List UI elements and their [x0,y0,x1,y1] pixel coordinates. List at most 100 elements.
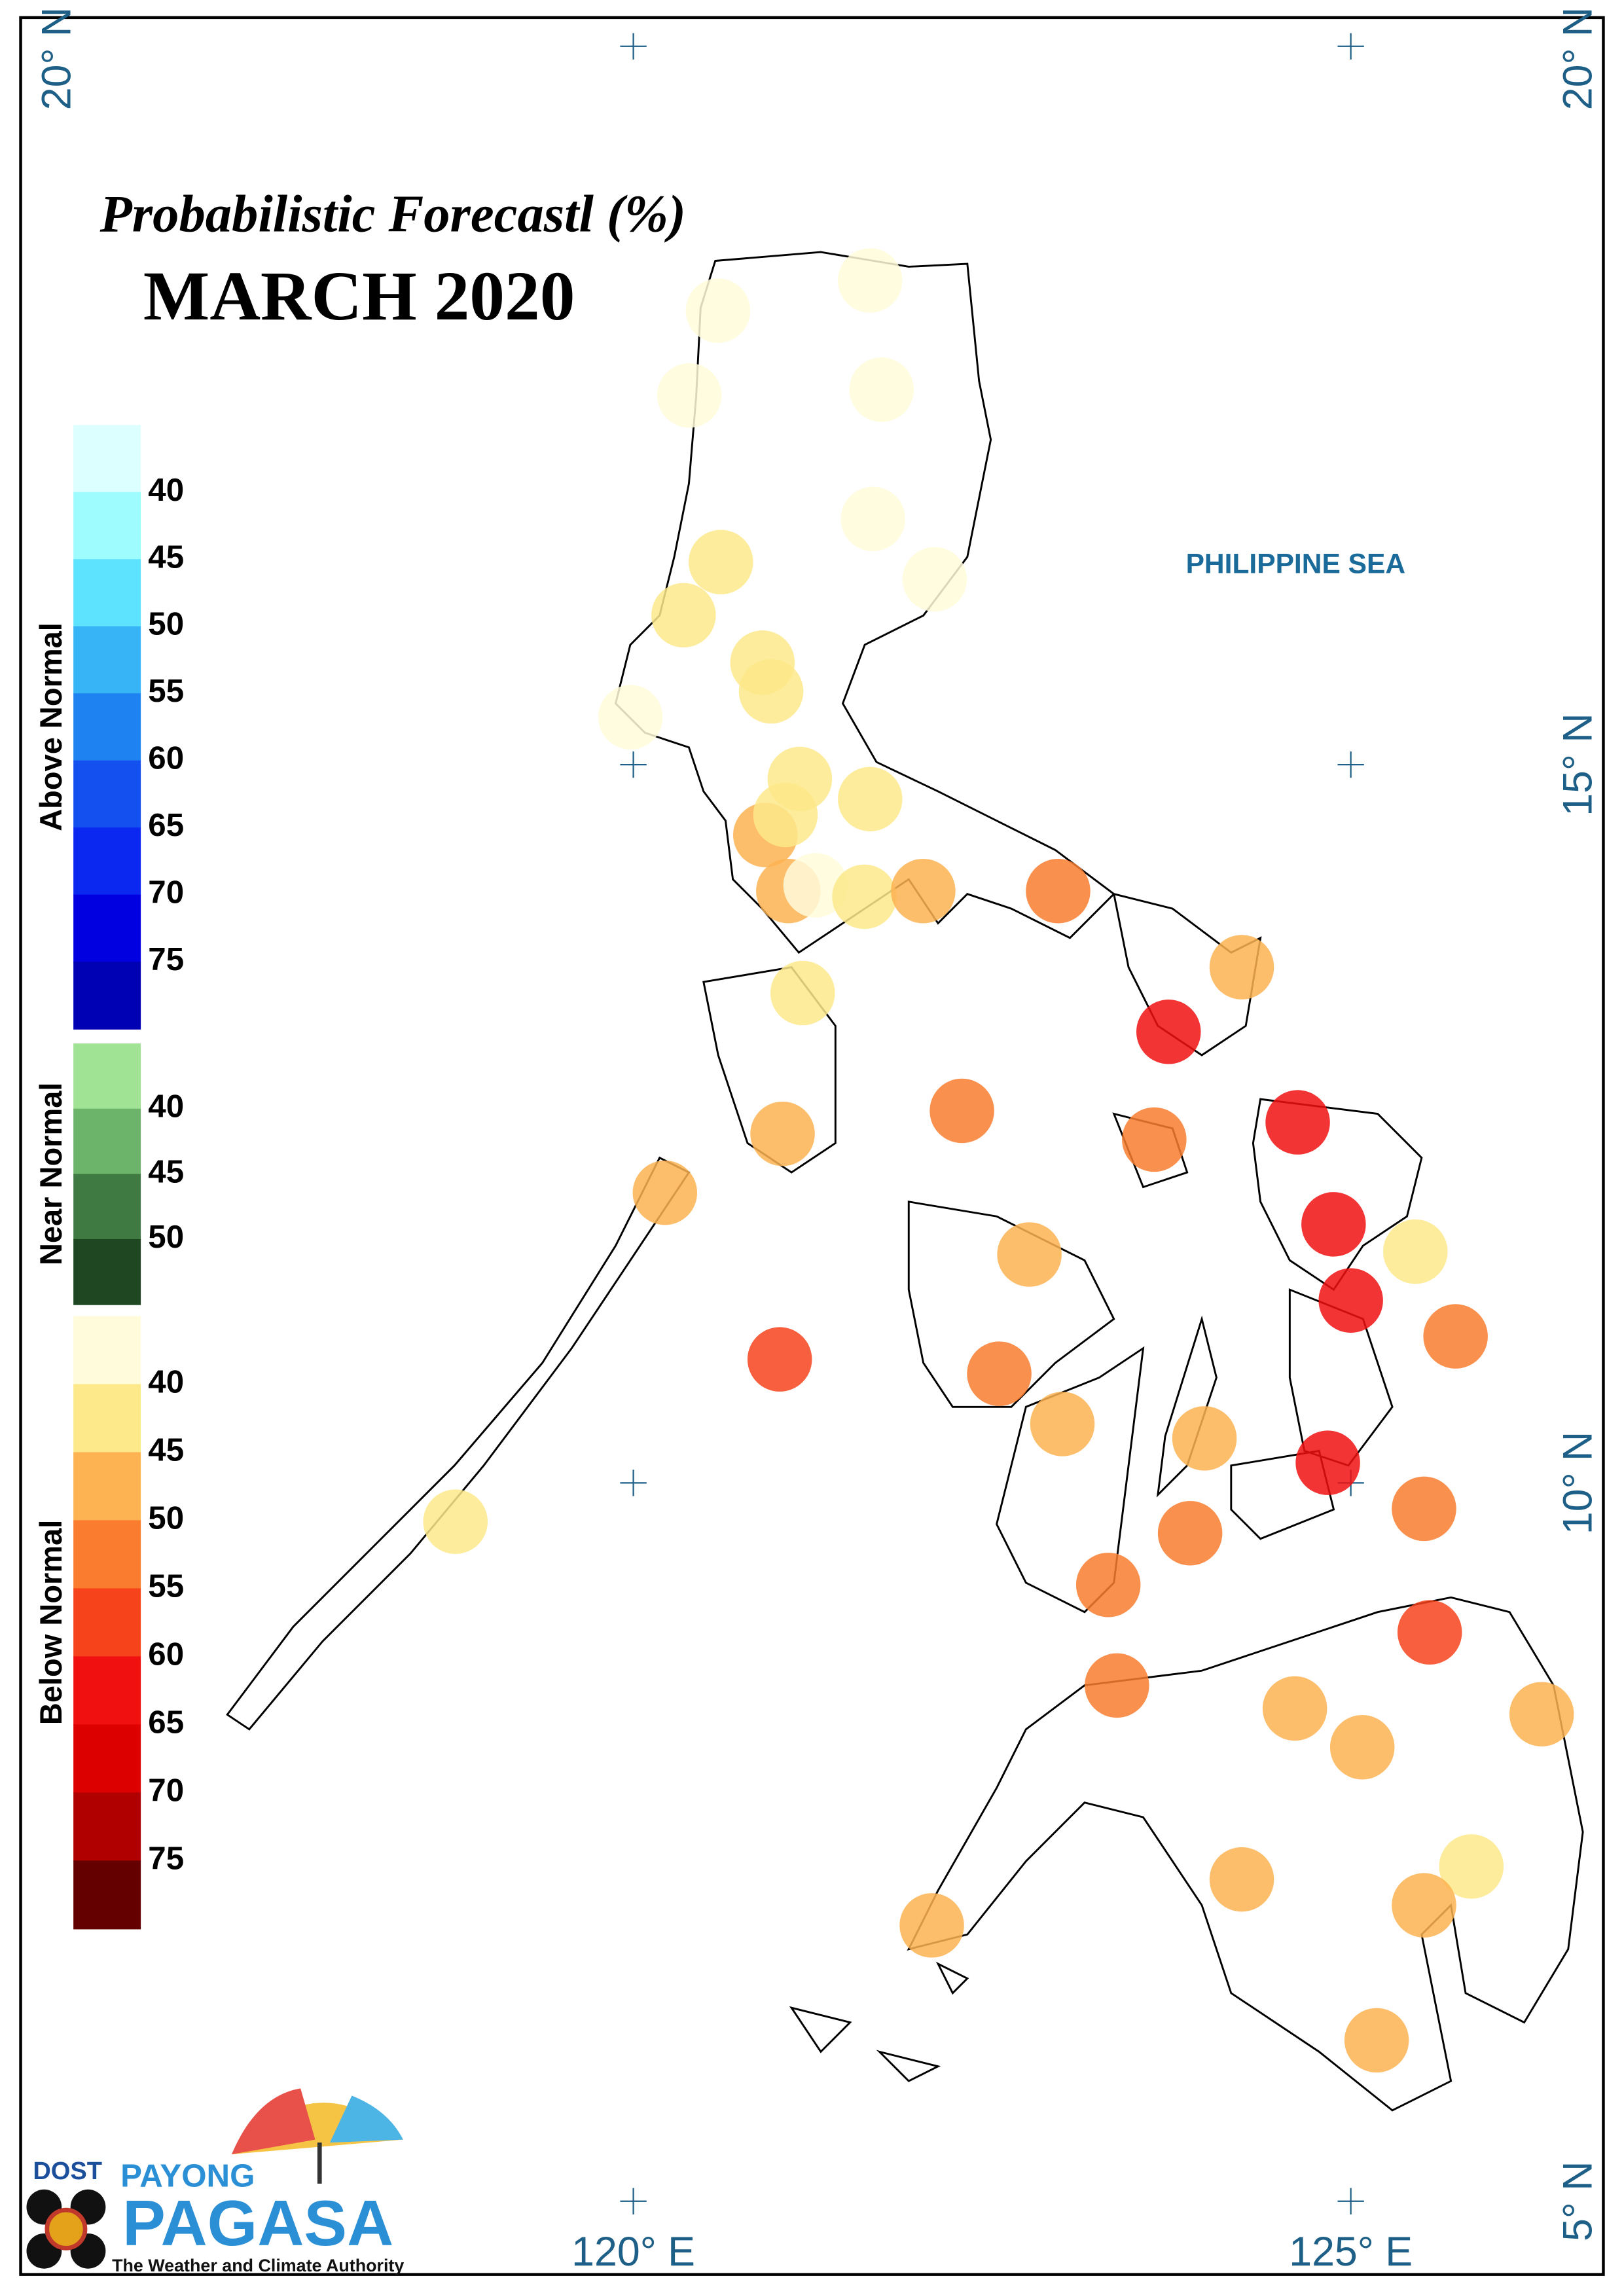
legend-tick-label: 60 [148,740,184,776]
station-forecast [750,1101,815,1166]
legend-band [73,1724,141,1794]
legend-tick-label: 40 [148,1089,184,1125]
legend-band [73,1238,141,1305]
legend-group-name: Below Normal [33,1520,68,1725]
legend-band [73,1588,141,1657]
x-tick-label: 120° E [571,2229,695,2275]
station-forecast [651,583,716,648]
map-frame [19,16,1605,2276]
station-forecast [1209,935,1274,1000]
station-forecast [1026,858,1091,924]
legend-band [73,894,141,963]
legend-tick-label: 55 [148,673,184,709]
station-forecast [838,767,903,832]
station-forecast [832,864,897,930]
station-forecast [685,278,751,343]
station-forecast [891,858,956,924]
title: Probabilistic Forecastl (%) [99,185,686,244]
station-forecast [838,248,903,313]
legend-band [73,1174,141,1240]
station-forecast [1397,1600,1462,1665]
station-forecast [1265,1090,1330,1155]
legend-tick-label: 70 [148,1772,184,1808]
legend-tick-label: 45 [148,1432,184,1468]
station-forecast [1392,1873,1456,1938]
legend-band [73,827,141,895]
station-forecast [1318,1268,1383,1333]
station-forecast [1329,1714,1395,1780]
legend-tick-label: 50 [148,1219,184,1255]
station-forecast [899,1893,964,1958]
station-forecast [783,853,848,918]
station-forecast [753,782,818,848]
station-forecast [632,1160,698,1225]
station-forecast [1509,1682,1574,1746]
logo-tagline: The Weather and Climate Authority [112,2256,404,2275]
y-tick-label: 20° N [34,7,80,110]
legend-band [73,1108,141,1175]
station-forecast [1344,2008,1409,2073]
umbrella [231,2088,316,2155]
station-forecast [1075,1552,1141,1617]
station-forecast [1383,1219,1448,1284]
y-tick-label: 20° N [1555,7,1601,110]
station-forecast [1209,1847,1274,1912]
station-forecast [1085,1653,1149,1718]
station-forecast [747,1327,812,1392]
legend-band [73,626,141,695]
legend-band [73,1384,141,1453]
legend-band [73,1043,141,1110]
station-forecast [738,659,804,724]
legend-band [73,1452,141,1521]
x-tick-label: 125° E [1289,2229,1413,2275]
legend-tick-label: 65 [148,807,184,843]
legend-band [73,425,141,493]
legend-group-name: Near Normal [33,1083,68,1266]
station-forecast [657,363,722,428]
legend-band [73,559,141,627]
legend-band [73,693,141,761]
station-forecast [1136,1000,1201,1064]
legend-band [73,1520,141,1589]
station-forecast [1301,1192,1366,1257]
logo-brand-top: PAYONG [120,2158,255,2194]
legend-group-name: Above Normal [33,623,68,831]
station-forecast [598,685,663,750]
legend-tick-label: 50 [148,606,184,642]
station-forecast [1157,1500,1223,1566]
station-forecast [929,1078,994,1144]
legend-tick-label: 75 [148,1840,184,1876]
legend-tick-label: 45 [148,539,184,575]
legend-band [73,492,141,560]
legend-band [73,962,141,1030]
legend-tick-label: 75 [148,941,184,977]
logo: DOST PAYONG PAGASA The Weather and Clima… [26,2088,404,2275]
station-forecast [1122,1107,1187,1172]
station-forecast [423,1489,488,1554]
legend-band [73,760,141,829]
station-forecast [689,530,753,594]
station-forecast [1423,1304,1488,1369]
legend-tick-label: 40 [148,1364,184,1400]
station-forecast [902,547,967,612]
station-forecast [1030,1392,1095,1456]
y-tick-label: 5° N [1555,2161,1601,2241]
station-forecast [1262,1676,1327,1741]
legend-tick-label: 60 [148,1636,184,1672]
legend-band [73,1316,141,1385]
station-forecast [997,1222,1062,1287]
y-tick-label: 10° N [1555,1432,1601,1534]
logo-agency: DOST [33,2158,102,2185]
station-forecast [840,486,905,552]
station-forecast [849,357,914,422]
legend-tick-label: 40 [148,472,184,508]
legend-band [73,1860,141,1930]
logo-seal [45,2207,88,2250]
region-label: PHILIPPINE SEA [1186,548,1405,579]
graticule: 120° E 125° E 5° N 10° N 15° N 20° N 20° N [34,7,1601,2275]
legend-tick-label: 65 [148,1704,184,1740]
legend-tick-label: 70 [148,875,184,911]
logo-brand: PAGASA [122,2187,393,2259]
station-forecast [1295,1430,1360,1495]
